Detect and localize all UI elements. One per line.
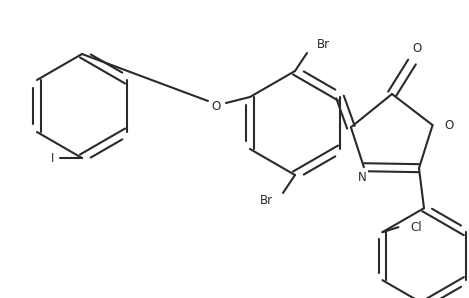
Text: O: O (445, 119, 454, 132)
Text: O: O (212, 100, 220, 113)
Text: Br: Br (317, 38, 330, 52)
Text: I: I (51, 151, 54, 164)
Text: Cl: Cl (410, 221, 422, 234)
Text: O: O (412, 41, 422, 55)
Text: Br: Br (260, 195, 273, 207)
Text: N: N (357, 171, 366, 184)
